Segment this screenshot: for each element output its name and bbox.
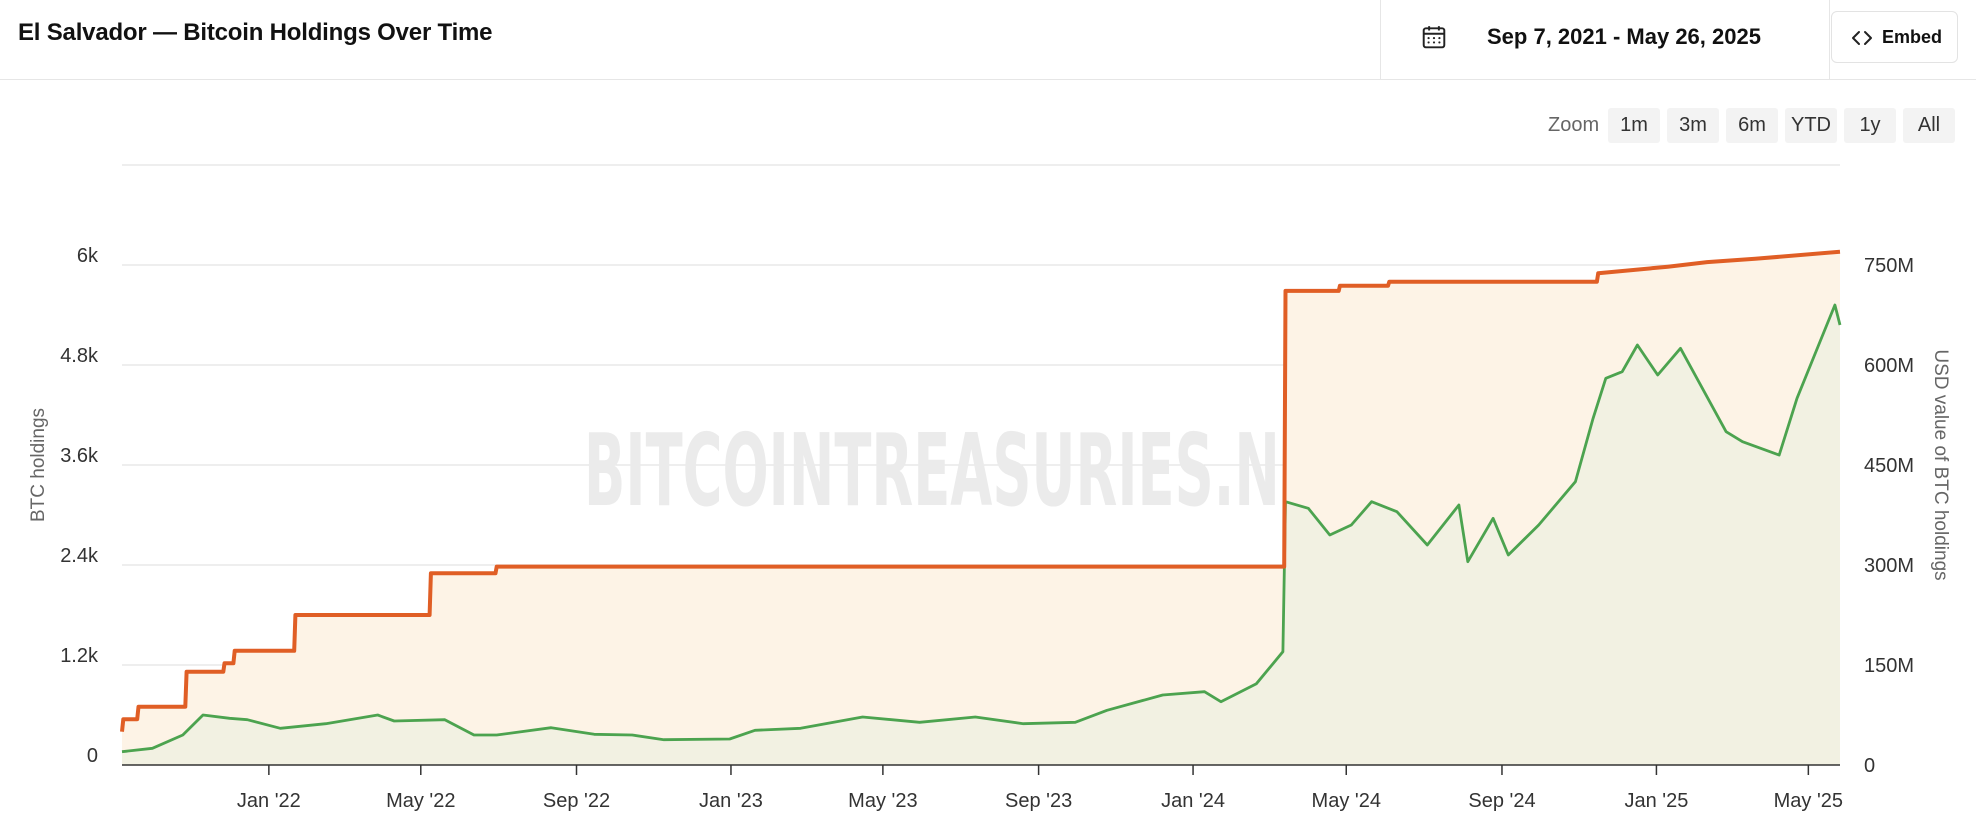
date-range-picker[interactable]: Sep 7, 2021 - May 26, 2025 [1380,0,1830,80]
y-left-tick-label: 4.8k [60,345,99,367]
zoom-label: Zoom [1548,114,1600,136]
x-tick-label: Jan '22 [237,790,301,812]
zoom-ytd-button[interactable]: YTD [1785,108,1837,143]
zoom-1m-button[interactable]: 1m [1608,108,1660,143]
btc-holdings-line [120,249,1841,732]
y-left-axis-title: BTC holdings [28,408,49,522]
y-right-tick-label: 600M [1864,355,1914,377]
calendar-icon [1422,26,1446,49]
x-tick-label: May '24 [1312,790,1381,812]
y-right-tick-label: 300M [1864,555,1914,577]
usd-value-line [121,303,1842,754]
zoom-3m-button[interactable]: 3m [1667,108,1719,143]
embed-button[interactable]: Embed [1831,11,1958,63]
usd-value-area [122,305,1840,765]
y-right-tick-label: 450M [1864,455,1914,477]
code-brackets-icon [1852,31,1872,45]
y-right-tick-label: 150M [1864,655,1914,677]
y-left-tick-label: 3.6k [60,445,99,467]
y-left-tick-label: 1.2k [60,645,99,667]
x-tick-label: Sep '22 [543,790,610,812]
x-tick-label: Sep '23 [1005,790,1072,812]
y-left-tick-label: 2.4k [60,545,99,567]
zoom-all-button[interactable]: All [1903,108,1955,143]
x-tick-label: May '25 [1774,790,1843,812]
x-tick-label: Jan '25 [1624,790,1688,812]
y-right-tick-label: 0 [1864,755,1875,777]
x-tick-label: May '22 [386,790,455,812]
x-tick-label: May '23 [848,790,917,812]
chart-title: El Salvador — Bitcoin Holdings Over Time [18,19,493,46]
zoom-6m-button[interactable]: 6m [1726,108,1778,143]
y-left-tick-label: 0 [87,745,98,767]
embed-button-label: Embed [1882,27,1943,47]
y-right-tick-label: 750M [1864,255,1914,277]
zoom-1y-button[interactable]: 1y [1844,108,1896,143]
x-tick-label: Jan '24 [1161,790,1225,812]
date-range-text: Sep 7, 2021 - May 26, 2025 [1487,24,1761,49]
x-tick-label: Sep '24 [1468,790,1535,812]
watermark: BITCOINTREASURIES.NET [584,412,1354,529]
y-right-axis-title: USD value of BTC holdings [1930,349,1951,580]
y-left-tick-label: 6k [77,245,99,267]
chart-header: El Salvador — Bitcoin Holdings Over Time… [0,0,1976,80]
x-tick-label: Jan '23 [699,790,763,812]
